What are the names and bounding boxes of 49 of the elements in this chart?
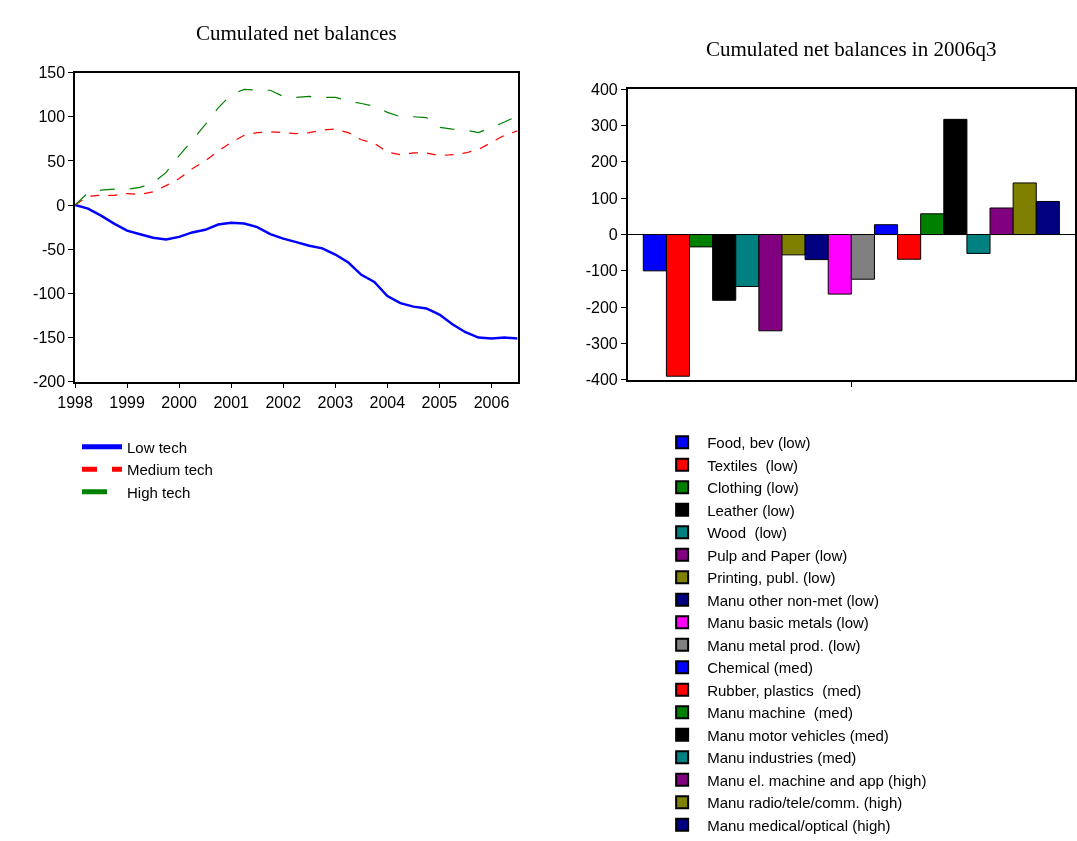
legend-label: Leather (low) bbox=[707, 501, 795, 519]
y-tick-label: -50 bbox=[41, 240, 66, 258]
legend-label: High tech bbox=[127, 483, 191, 501]
legend-label: Chemical (med) bbox=[707, 659, 813, 677]
legend-label: Wood (low) bbox=[707, 524, 787, 542]
chart-title: Cumulated net balances in 2006q3 bbox=[706, 37, 997, 61]
y-tick-label: -100 bbox=[585, 262, 618, 280]
legend-label: Manu basic metals (low) bbox=[707, 614, 869, 632]
legend-label: Manu other non-met (low) bbox=[707, 591, 879, 609]
legend-label: Manu medical/optical (high) bbox=[707, 816, 891, 834]
y-tick-label: 100 bbox=[38, 108, 66, 126]
x-tick-label: 1999 bbox=[109, 393, 145, 411]
chart-title: Cumulated net balances bbox=[196, 21, 397, 45]
y-tick-label: 300 bbox=[590, 117, 618, 135]
legend-label: Manu radio/tele/comm. (high) bbox=[707, 794, 903, 812]
x-tick-label: 2000 bbox=[161, 393, 198, 411]
legend-label: Food, bev (low) bbox=[707, 434, 811, 452]
y-tick-label: 0 bbox=[608, 226, 618, 244]
legend-label: Manu machine (med) bbox=[707, 704, 854, 722]
legend-label: Manu motor vehicles (med) bbox=[707, 726, 889, 744]
x-tick-label: 2002 bbox=[265, 393, 302, 411]
legend-label: Textiles (low) bbox=[707, 456, 798, 474]
y-tick-label: -200 bbox=[33, 373, 66, 391]
x-tick-label: 2005 bbox=[421, 393, 458, 411]
x-tick-label: 2006 bbox=[473, 393, 510, 411]
legend-label: Low tech bbox=[127, 438, 188, 456]
y-tick-label: -100 bbox=[33, 284, 66, 302]
y-tick-label: 200 bbox=[590, 153, 618, 171]
y-tick-label: -300 bbox=[585, 335, 618, 353]
x-tick-label: 2004 bbox=[369, 393, 406, 411]
y-tick-label: 150 bbox=[38, 64, 66, 82]
y-tick-label: 100 bbox=[590, 189, 618, 207]
x-tick-label: 2001 bbox=[213, 393, 250, 411]
y-tick-label: 400 bbox=[590, 80, 618, 98]
y-tick-label: -200 bbox=[585, 298, 618, 316]
y-tick-label: -150 bbox=[33, 329, 66, 347]
legend-label: Printing, publ. (low) bbox=[707, 569, 836, 587]
legend-label: Pulp and Paper (low) bbox=[707, 546, 848, 564]
y-tick-label: 0 bbox=[56, 196, 66, 214]
x-tick-label: 2003 bbox=[317, 393, 354, 411]
legend-label: Rubber, plastics (med) bbox=[707, 681, 862, 699]
legend-label: Manu metal prod. (low) bbox=[707, 636, 861, 654]
legend-label: Manu el. machine and app (high) bbox=[707, 771, 927, 789]
y-tick-label: -400 bbox=[585, 371, 618, 389]
y-tick-label: 50 bbox=[47, 152, 66, 170]
legend-label: Clothing (low) bbox=[707, 479, 799, 497]
legend-label: Manu industries (med) bbox=[707, 749, 857, 767]
x-tick-label: 1998 bbox=[57, 393, 93, 411]
legend-label: Medium tech bbox=[127, 461, 213, 479]
